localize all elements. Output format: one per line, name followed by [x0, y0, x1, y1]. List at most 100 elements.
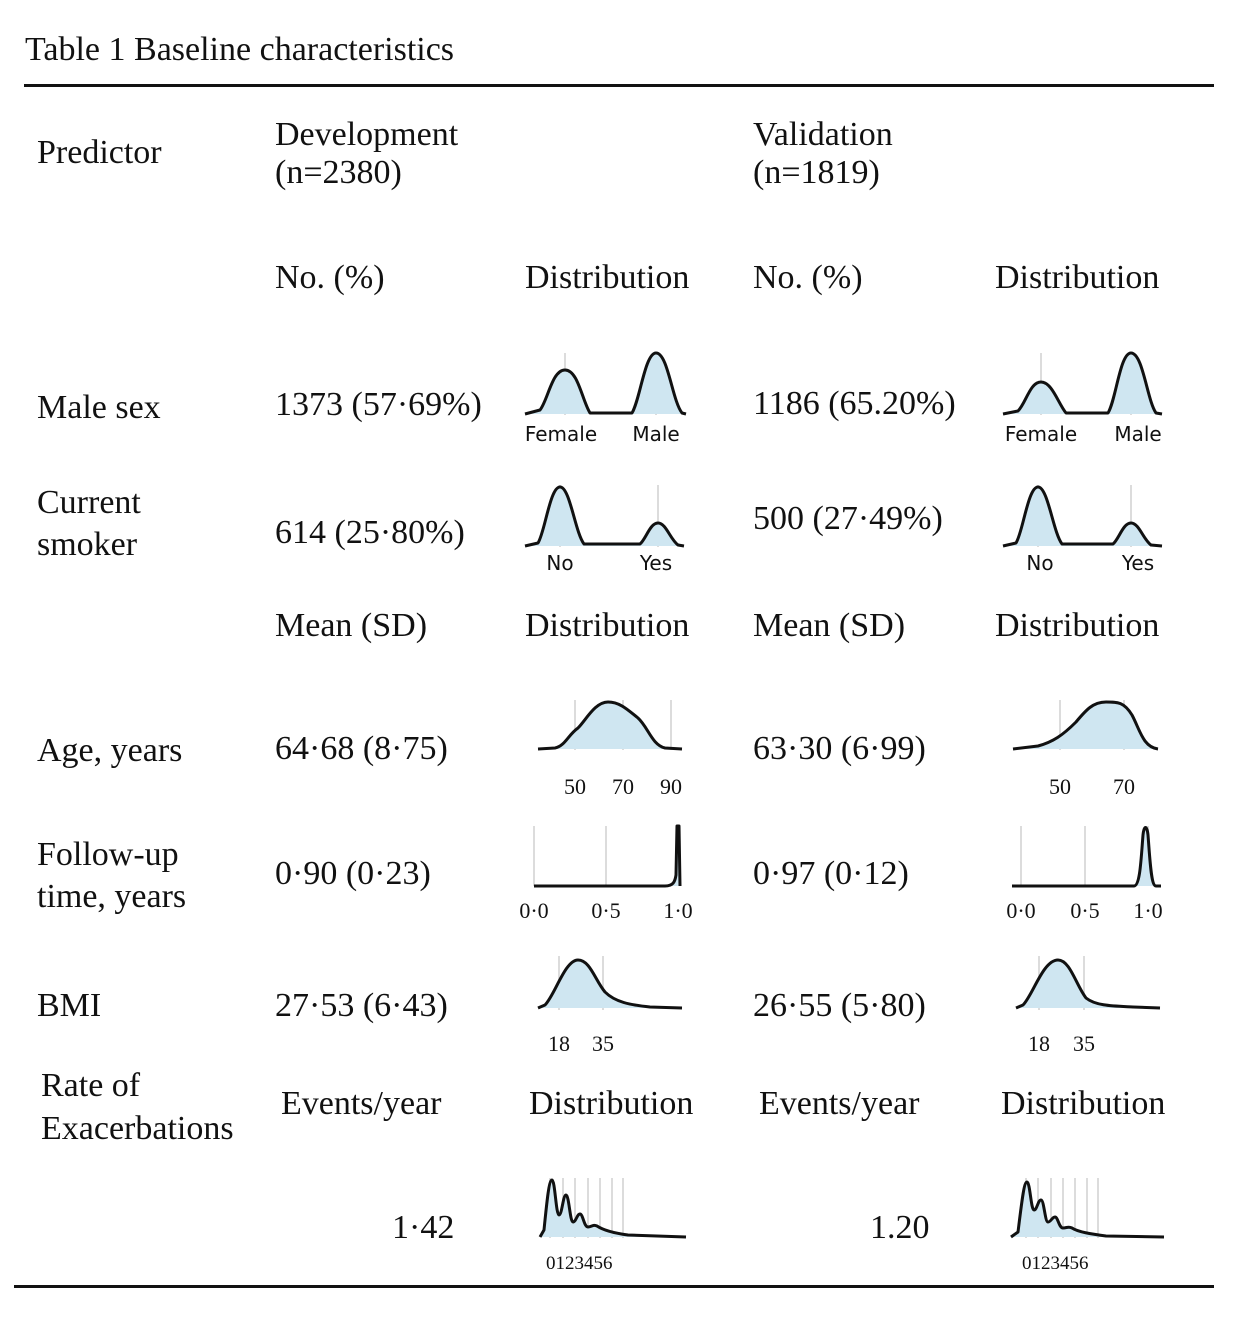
male-sex-dev-density-line	[524, 351, 687, 416]
val-mean-header: Mean (SD)	[753, 607, 906, 644]
bmi-val-density-area	[1016, 960, 1160, 1008]
followup-val-density-line	[1012, 826, 1161, 888]
top-rule	[24, 84, 1214, 87]
development-header: Development	[275, 116, 459, 153]
age-dev-value: 64·68 (8·75)	[275, 730, 448, 767]
bottom-rule	[14, 1285, 1214, 1288]
exacerbations-dev-value: 1·42	[392, 1209, 455, 1246]
smoker-dev-density-line	[524, 485, 685, 548]
age-dev-tick-90: 90	[660, 774, 682, 799]
smoker-dev-cat-yes: Yes	[639, 551, 672, 575]
male-sex-dev-density-area	[525, 353, 686, 414]
smoker-dev-distribution: No Yes	[524, 485, 685, 575]
bmi-dev-density-area	[538, 960, 682, 1008]
exacerbations-dev-density-area	[540, 1180, 686, 1237]
predictor-header: Predictor	[37, 134, 162, 171]
followup-val-tick-05: 0·5	[1070, 898, 1099, 923]
smoker-dev-cat-no: No	[546, 551, 573, 575]
smoker-val-cat-no: No	[1026, 551, 1053, 575]
age-val-tick-70: 70	[1113, 774, 1135, 799]
age-label: Age, years	[37, 732, 183, 769]
val-events-header: Events/year	[759, 1085, 920, 1122]
val-distribution-header: Distribution	[995, 259, 1160, 296]
followup-dev-tick-0: 0·0	[519, 898, 548, 923]
exacerbations-val-distribution: 0123456	[1010, 1178, 1165, 1274]
followup-val-tick-1: 1·0	[1133, 898, 1162, 923]
bmi-val-tick-35: 35	[1073, 1031, 1095, 1056]
followup-label-line2: time, years	[37, 878, 187, 915]
bmi-val-tick-18: 18	[1028, 1031, 1050, 1056]
exacerbations-label-line1: Rate of	[41, 1067, 141, 1104]
male-sex-val-value: 1186 (65.20%)	[753, 385, 956, 422]
smoker-val-density-line	[1002, 485, 1163, 548]
development-n: (n=2380)	[275, 154, 402, 191]
dev-count-header: No. (%)	[275, 259, 385, 296]
dev-events-header: Events/year	[281, 1085, 442, 1122]
followup-dev-distribution: 0·0 0·5 1·0	[519, 824, 693, 923]
male-sex-label: Male sex	[37, 389, 161, 426]
smoker-label-line2: smoker	[37, 526, 138, 563]
exacerbations-val-value: 1.20	[870, 1209, 930, 1246]
age-dev-tick-70: 70	[612, 774, 634, 799]
exacerbations-dev-ticks: 0123456	[546, 1253, 613, 1274]
exacerbations-val-density-line	[1010, 1180, 1165, 1239]
bmi-val-value: 26·55 (5·80)	[753, 987, 926, 1024]
age-dev-density-line	[537, 700, 683, 751]
followup-val-distribution: 0·0 0·5 1·0	[1006, 826, 1163, 923]
bmi-dev-distribution: 18 35	[537, 956, 683, 1056]
male-sex-val-density-line	[1002, 351, 1163, 416]
followup-dev-value: 0·90 (0·23)	[275, 855, 431, 892]
bmi-dev-tick-35: 35	[592, 1031, 614, 1056]
smoker-val-distribution: No Yes	[1002, 485, 1163, 575]
dev-distribution-header-2: Distribution	[525, 607, 690, 644]
dev-mean-header: Mean (SD)	[275, 607, 428, 644]
dev-distribution-header-3: Distribution	[529, 1085, 694, 1122]
val-count-header: No. (%)	[753, 259, 863, 296]
age-val-distribution: 50 70	[1012, 700, 1159, 799]
smoker-label-line1: Current	[37, 484, 141, 521]
male-sex-val-cat-female: Female	[1005, 422, 1077, 446]
val-distribution-header-3: Distribution	[1001, 1085, 1166, 1122]
bmi-dev-density-line	[537, 958, 683, 1010]
followup-val-density-area	[1012, 827, 1161, 886]
male-sex-dev-cat-female: Female	[525, 422, 597, 446]
exacerbations-val-ticks: 0123456	[1022, 1253, 1089, 1274]
bmi-label: BMI	[37, 987, 102, 1024]
smoker-dev-value: 614 (25·80%)	[275, 514, 465, 551]
followup-label-line1: Follow-up	[37, 836, 179, 873]
followup-dev-density-area	[520, 826, 680, 886]
age-dev-tick-50: 50	[564, 774, 586, 799]
val-distribution-header-2: Distribution	[995, 607, 1160, 644]
smoker-val-value: 500 (27·49%)	[753, 500, 943, 537]
table-title: Table 1 Baseline characteristics	[25, 31, 455, 68]
smoker-dev-density-area	[525, 487, 684, 546]
male-sex-val-distribution: Female Male	[1002, 351, 1163, 446]
dev-distribution-header: Distribution	[525, 259, 690, 296]
age-val-density-area	[1013, 702, 1158, 749]
followup-dev-tick-05: 0·5	[591, 898, 620, 923]
male-sex-dev-cat-male: Male	[632, 422, 679, 446]
followup-dev-tick-1: 1·0	[663, 898, 692, 923]
age-val-tick-50: 50	[1049, 774, 1071, 799]
validation-header: Validation	[753, 116, 893, 153]
bmi-dev-value: 27·53 (6·43)	[275, 987, 448, 1024]
exacerbations-label-line2: Exacerbations	[41, 1110, 234, 1147]
male-sex-val-cat-male: Male	[1114, 422, 1161, 446]
followup-val-value: 0·97 (0·12)	[753, 855, 909, 892]
bmi-val-distribution: 18 35	[1015, 956, 1161, 1056]
age-val-value: 63·30 (6·99)	[753, 730, 926, 767]
exacerbations-dev-distribution: 0123456	[538, 1178, 687, 1274]
age-dev-density-area	[538, 702, 682, 749]
exacerbations-dev-density-line	[538, 1178, 687, 1239]
age-dev-distribution: 50 70 90	[537, 700, 683, 799]
validation-n: (n=1819)	[753, 154, 880, 191]
smoker-val-cat-yes: Yes	[1121, 551, 1154, 575]
bmi-dev-tick-18: 18	[548, 1031, 570, 1056]
age-val-density-line	[1012, 700, 1159, 751]
male-sex-dev-value: 1373 (57·69%)	[275, 386, 482, 423]
followup-dev-density-line	[534, 824, 682, 888]
followup-val-tick-0: 0·0	[1006, 898, 1035, 923]
male-sex-dev-distribution: Female Male	[524, 351, 687, 446]
smoker-val-density-area	[1003, 487, 1162, 546]
bmi-val-density-line	[1015, 958, 1161, 1010]
